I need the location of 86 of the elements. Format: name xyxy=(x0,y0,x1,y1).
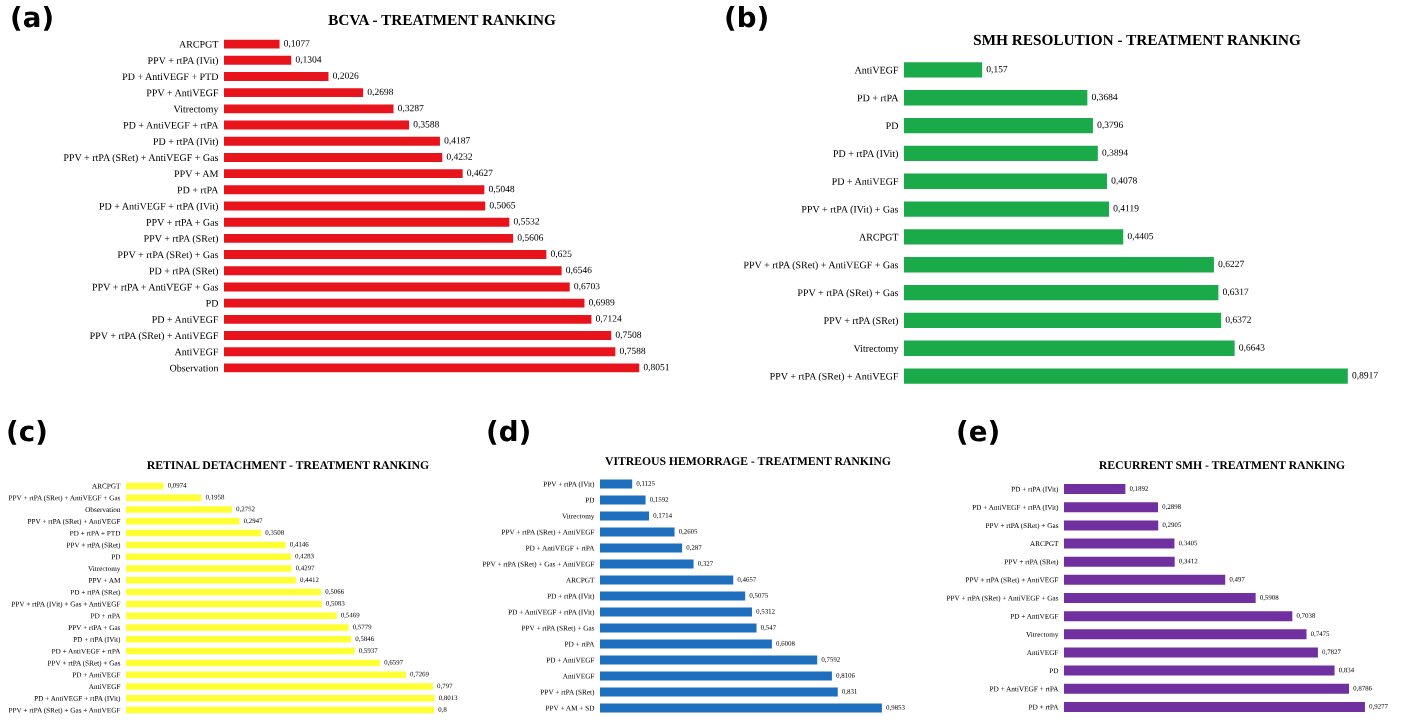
bar xyxy=(126,695,435,702)
bar xyxy=(224,217,510,227)
bar xyxy=(126,671,406,678)
bar xyxy=(126,541,286,549)
bar xyxy=(224,331,612,340)
bar xyxy=(904,229,1124,245)
bar xyxy=(600,623,757,633)
bar xyxy=(600,591,746,601)
bar xyxy=(1064,484,1126,495)
bar xyxy=(600,543,683,553)
bar xyxy=(126,553,291,560)
bar xyxy=(224,347,616,357)
bar xyxy=(224,266,562,276)
bar xyxy=(904,173,1107,189)
bar xyxy=(1064,665,1335,676)
bar xyxy=(224,104,394,114)
bar xyxy=(1064,611,1293,622)
bar xyxy=(126,506,232,513)
bar xyxy=(904,284,1219,301)
bar xyxy=(126,706,435,714)
bar xyxy=(224,120,410,130)
bar xyxy=(600,575,734,585)
text: (a) xyxy=(12,6,52,31)
bar xyxy=(126,518,240,525)
bar xyxy=(600,511,650,521)
bar xyxy=(126,624,349,631)
bar xyxy=(224,233,514,243)
bar xyxy=(126,588,322,596)
bar xyxy=(1064,574,1226,585)
bar xyxy=(600,639,772,649)
bar xyxy=(1064,556,1175,567)
bar xyxy=(1064,647,1318,658)
bar xyxy=(904,145,1098,162)
text: (e) xyxy=(958,420,998,445)
bar xyxy=(224,136,440,146)
bar xyxy=(126,683,433,690)
bar xyxy=(1064,502,1159,513)
bar xyxy=(126,494,202,501)
bar xyxy=(1064,593,1256,603)
bar xyxy=(224,39,280,49)
bar xyxy=(224,282,570,292)
bar xyxy=(126,636,352,643)
bar xyxy=(904,90,1088,106)
bar xyxy=(600,527,675,537)
bar xyxy=(1064,538,1175,549)
text: (d) xyxy=(488,420,529,445)
bar xyxy=(126,482,164,490)
bar xyxy=(904,62,983,78)
bar xyxy=(904,201,1110,217)
bar xyxy=(126,612,337,619)
text: (c) xyxy=(8,420,46,445)
bar xyxy=(904,117,1093,134)
text: (b) xyxy=(726,6,767,31)
bar xyxy=(904,340,1235,356)
bar xyxy=(904,257,1214,273)
bar xyxy=(126,647,355,655)
bar xyxy=(224,250,547,260)
bar xyxy=(224,55,292,65)
bar xyxy=(126,565,292,572)
bar xyxy=(1064,520,1159,531)
bar xyxy=(126,659,381,667)
bar xyxy=(904,312,1222,329)
bar xyxy=(1064,701,1365,712)
bar xyxy=(600,671,832,681)
bar xyxy=(224,201,486,211)
bar xyxy=(126,529,262,537)
bar xyxy=(224,185,485,195)
bar xyxy=(1064,629,1307,640)
bar xyxy=(600,607,752,617)
bar xyxy=(224,88,364,98)
bar xyxy=(600,703,882,713)
bar xyxy=(600,559,694,569)
bar xyxy=(126,577,296,584)
bar xyxy=(600,687,838,697)
bar xyxy=(224,298,585,308)
bar xyxy=(224,72,329,81)
bar xyxy=(904,368,1348,384)
bar xyxy=(1064,683,1350,694)
bar xyxy=(600,655,818,665)
bar xyxy=(126,600,322,608)
bar xyxy=(600,479,633,489)
bar xyxy=(224,314,592,324)
bar xyxy=(224,169,463,179)
bar xyxy=(600,495,646,505)
bar xyxy=(224,152,443,162)
bar xyxy=(224,363,640,373)
